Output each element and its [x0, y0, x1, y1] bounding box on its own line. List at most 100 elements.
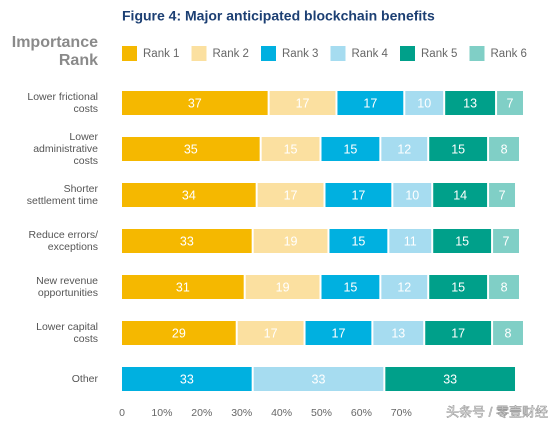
value-label: 14 — [453, 188, 467, 202]
value-label: 29 — [172, 326, 186, 340]
value-label: 7 — [503, 234, 510, 248]
legend-label: Rank 3 — [282, 48, 318, 60]
value-label: 10 — [417, 96, 431, 110]
bar-segment — [393, 183, 432, 207]
value-label: 8 — [501, 280, 508, 294]
category-label: New revenue opportunities — [36, 275, 98, 299]
value-label: 8 — [505, 326, 512, 340]
value-label: 11 — [404, 234, 417, 248]
value-label: 7 — [507, 96, 514, 110]
x-tick-label: 70% — [391, 407, 412, 419]
bar-segment — [493, 229, 519, 253]
x-tick-label: 50% — [311, 407, 332, 419]
bar-segment — [269, 91, 336, 115]
x-tick-label: 10% — [151, 407, 172, 419]
value-label: 17 — [296, 96, 310, 110]
legend-label: Rank 2 — [213, 48, 249, 60]
bar-segment — [245, 275, 320, 299]
legend-swatch — [122, 46, 137, 61]
bar-segment — [433, 183, 488, 207]
value-label: 15 — [351, 234, 365, 248]
bar-segment — [433, 229, 492, 253]
legend-swatch — [191, 46, 207, 61]
value-label: 17 — [351, 188, 365, 202]
legend-label: Rank 6 — [491, 48, 527, 60]
value-label: 8 — [501, 142, 508, 156]
bar-segment — [321, 275, 380, 299]
category-label: Lower administrative costs — [33, 131, 98, 167]
bar-segment — [305, 321, 372, 345]
bar-segment — [429, 137, 488, 161]
bar-segment — [381, 137, 428, 161]
watermark: 头条号 / 零壹财经 — [446, 404, 548, 419]
bar-segment — [429, 275, 488, 299]
bar-segment — [489, 183, 516, 207]
bar-segment — [122, 275, 244, 299]
bar-segment — [122, 183, 256, 207]
x-tick-label: 20% — [191, 407, 212, 419]
value-label: 10 — [405, 188, 419, 202]
value-label: 19 — [276, 280, 290, 294]
bar-segment — [122, 137, 260, 161]
value-label: 15 — [455, 234, 469, 248]
bar-segment — [237, 321, 304, 345]
bar-segment — [405, 91, 444, 115]
value-label: 33 — [180, 234, 194, 248]
category-label: Reduce errors/ exceptions — [28, 229, 98, 253]
bar-segment — [425, 321, 492, 345]
legend-label: Rank 5 — [421, 48, 457, 60]
bar-segment — [445, 91, 496, 115]
category-label: Lower capital costs — [36, 321, 98, 345]
value-label: 31 — [176, 280, 190, 294]
value-label: 34 — [182, 188, 196, 202]
category-label: Lower frictional costs — [27, 91, 98, 115]
bar-segment — [261, 137, 320, 161]
legend-label: Rank 4 — [352, 48, 389, 60]
bar-segment — [122, 367, 252, 391]
bar-segment — [122, 229, 252, 253]
bar-segment — [489, 137, 519, 161]
value-label: 33 — [180, 372, 194, 386]
bar-segment — [329, 229, 388, 253]
value-label: 17 — [363, 96, 377, 110]
bar-segment — [497, 91, 523, 115]
x-tick-label: 30% — [231, 407, 252, 419]
bar-segment — [122, 91, 268, 115]
legend-swatch — [469, 46, 485, 61]
value-label: 15 — [284, 142, 298, 156]
bar-segment — [337, 91, 404, 115]
value-label: 35 — [184, 142, 198, 156]
bar-segment — [321, 137, 380, 161]
bar-segment — [253, 367, 384, 391]
value-label: 15 — [343, 280, 357, 294]
legend-title: Importance Rank — [11, 34, 98, 69]
bar-segment — [493, 321, 523, 345]
bar-segment — [373, 321, 424, 345]
bar-segment — [389, 229, 432, 253]
value-label: 15 — [451, 280, 465, 294]
bar-segment — [325, 183, 392, 207]
value-label: 17 — [451, 326, 465, 340]
legend-swatch — [330, 46, 346, 61]
x-tick-label: 40% — [271, 407, 292, 419]
bar-segment — [385, 367, 516, 391]
legend-swatch — [261, 46, 276, 61]
x-tick-label: 0 — [119, 407, 125, 419]
value-label: 15 — [343, 142, 357, 156]
value-label: 17 — [332, 326, 346, 340]
legend-label: Rank 1 — [143, 48, 179, 60]
value-label: 12 — [397, 142, 411, 156]
x-tick-label: 60% — [351, 407, 372, 419]
bar-segment — [122, 321, 236, 345]
value-label: 17 — [264, 326, 278, 340]
value-label: 33 — [312, 372, 326, 386]
value-label: 13 — [391, 326, 405, 340]
value-label: 15 — [451, 142, 465, 156]
value-label: 37 — [188, 96, 202, 110]
value-label: 7 — [499, 188, 506, 202]
value-label: 19 — [284, 234, 298, 248]
value-label: 13 — [463, 96, 477, 110]
chart-title: Figure 4: Major anticipated blockchain b… — [122, 8, 435, 24]
